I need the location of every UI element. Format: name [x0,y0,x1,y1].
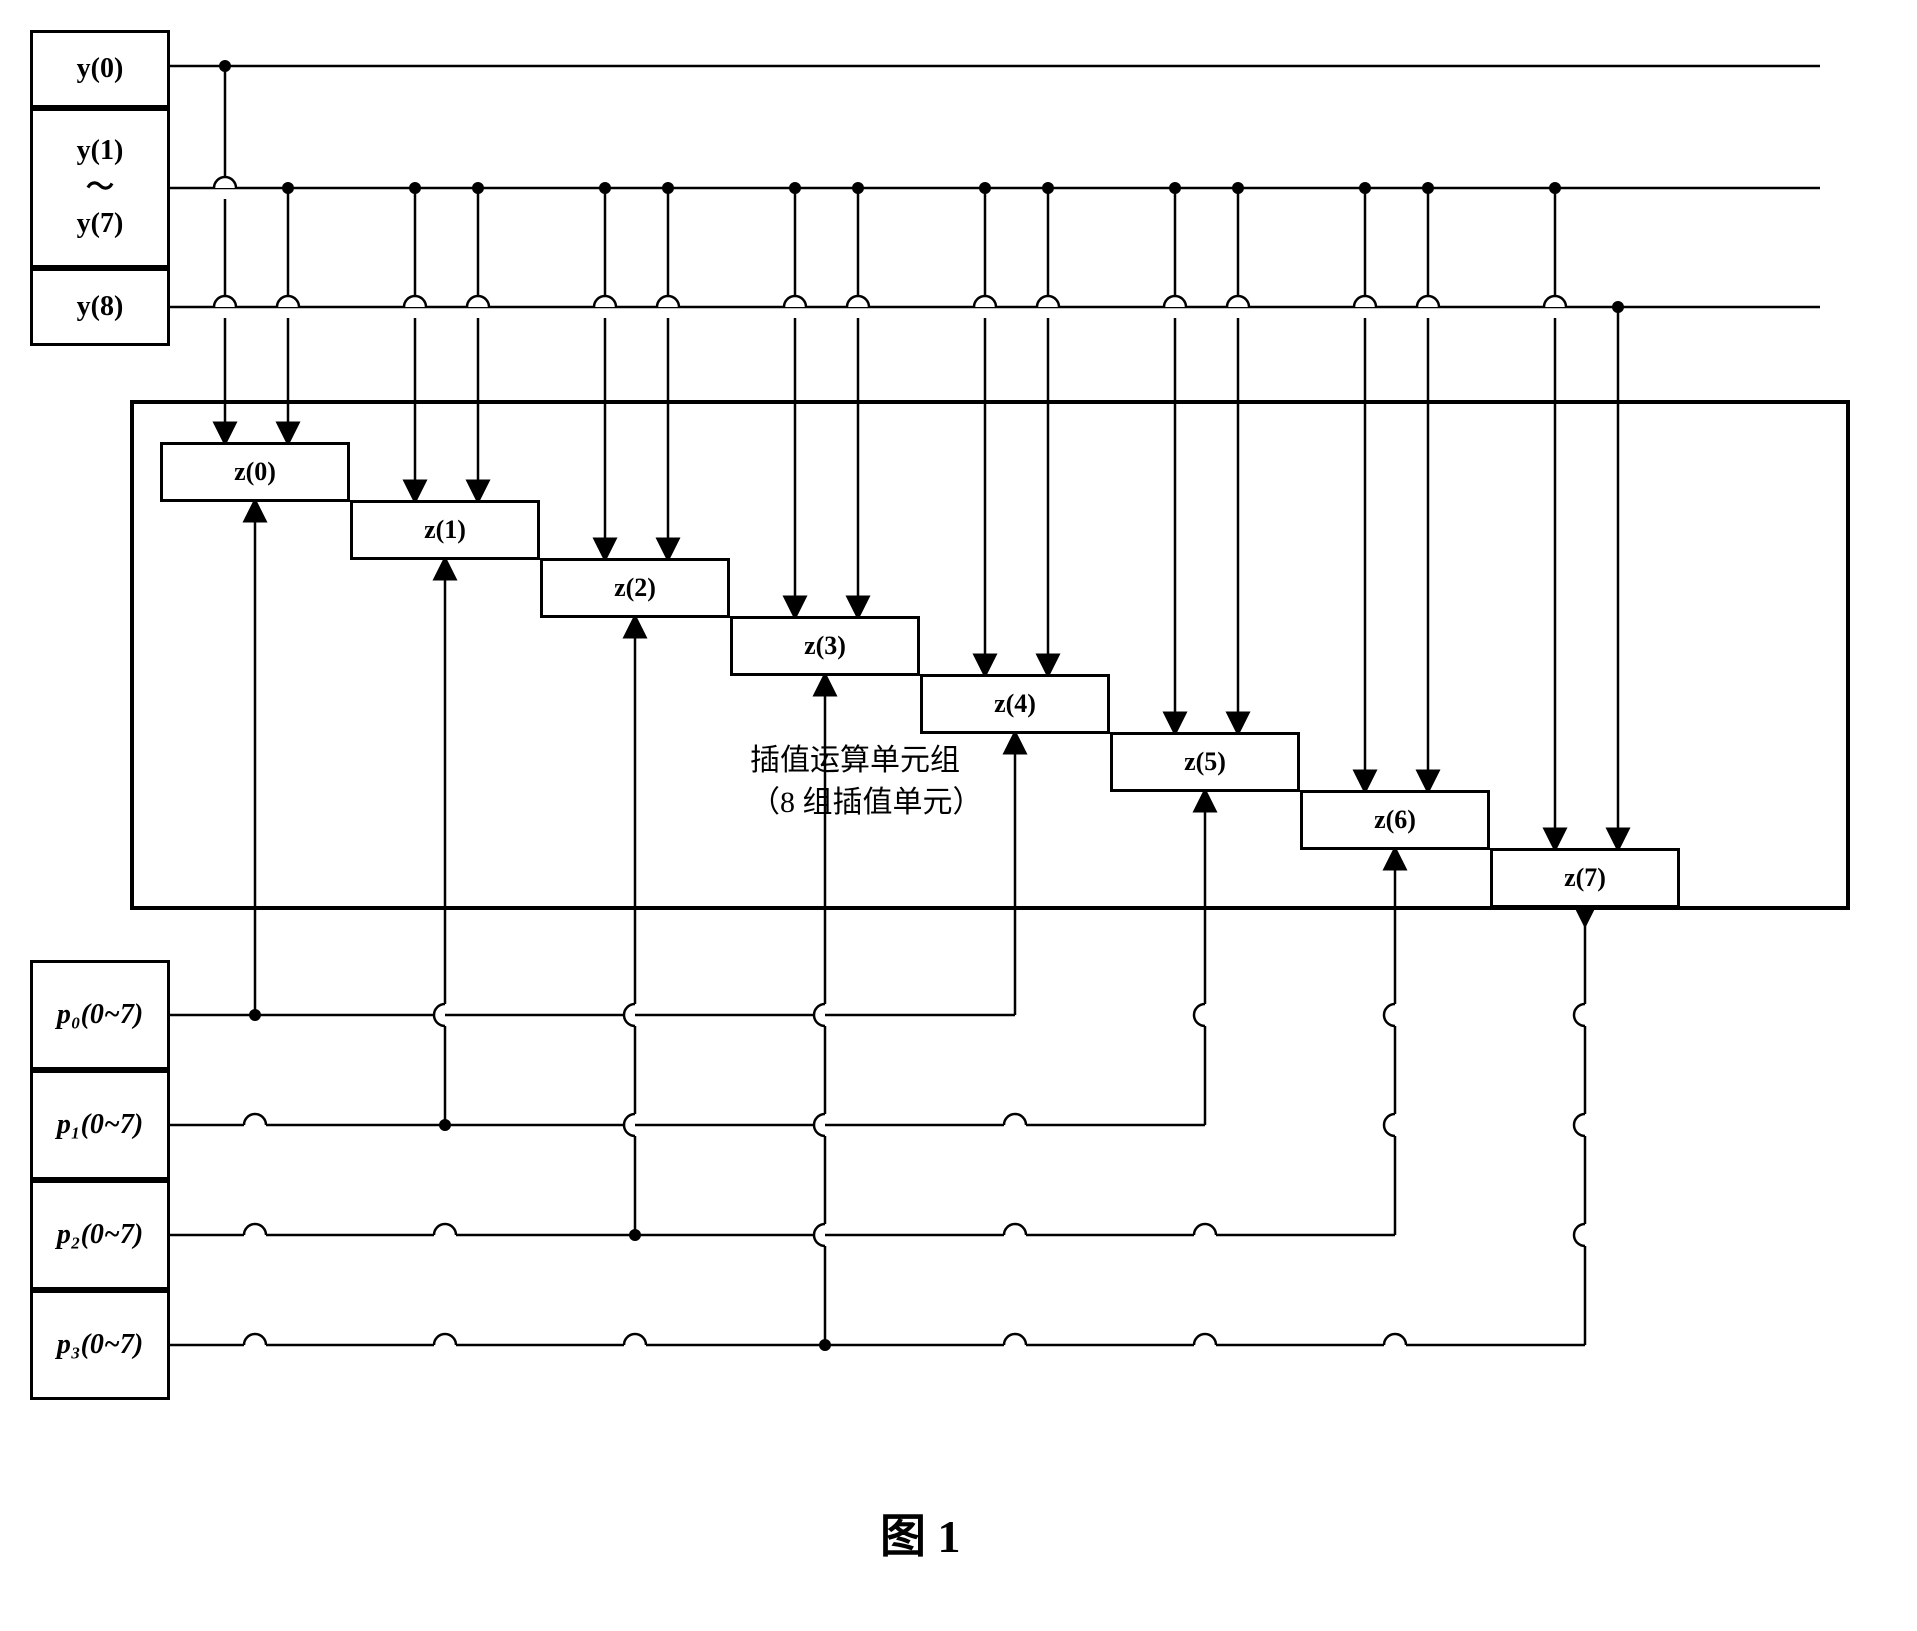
z-block-5: z(5) [1110,732,1300,792]
y-input-8: y(8) [30,268,170,346]
y-input-0: y(0) [30,30,170,108]
z-block-2-label: z(2) [614,573,656,603]
p-input-1: p₁(0~7) [30,1070,170,1180]
interpolation-unit-group-box [130,400,1850,910]
p-input-3: p₃(0~7) [30,1290,170,1400]
container-label-line1: 插值运算单元组 [750,744,960,777]
z-block-1-label: z(1) [424,515,466,545]
z-block-1: z(1) [350,500,540,560]
diagram-canvas: y(0) y(1) ～ y(7) y(8) 插值运算单元组 （8 组插值单元） … [30,30,1887,1601]
figure-caption: 图 1 [880,1500,961,1566]
p-input-2-label: p₂(0~7) [57,1219,143,1251]
z-block-7-label: z(7) [1564,863,1606,893]
p-input-1-label: p₁(0~7) [57,1109,143,1141]
p-input-0: p₀(0~7) [30,960,170,1070]
z-block-4-label: z(4) [994,689,1036,719]
interpolation-unit-group-label: 插值运算单元组 （8 组插值单元） [750,740,983,824]
p-input-2: p₂(0~7) [30,1180,170,1290]
z-block-0-label: z(0) [234,457,276,487]
z-block-2: z(2) [540,558,730,618]
z-block-3-label: z(3) [804,631,846,661]
z-block-4: z(4) [920,674,1110,734]
z-block-6-label: z(6) [1374,805,1416,835]
z-block-5-label: z(5) [1184,747,1226,777]
y-input-0-label: y(0) [77,53,124,85]
y-input-1to7-label: y(1) ～ y(7) [77,133,124,242]
y-input-8-label: y(8) [77,291,124,323]
z-block-3: z(3) [730,616,920,676]
p-input-3-label: p₃(0~7) [57,1329,143,1361]
z-block-6: z(6) [1300,790,1490,850]
y-input-1to7: y(1) ～ y(7) [30,108,170,268]
z-block-0: z(0) [160,442,350,502]
p-input-0-label: p₀(0~7) [57,999,143,1031]
z-block-7: z(7) [1490,848,1680,908]
container-label-line2: （8 组插值单元） [750,786,983,819]
